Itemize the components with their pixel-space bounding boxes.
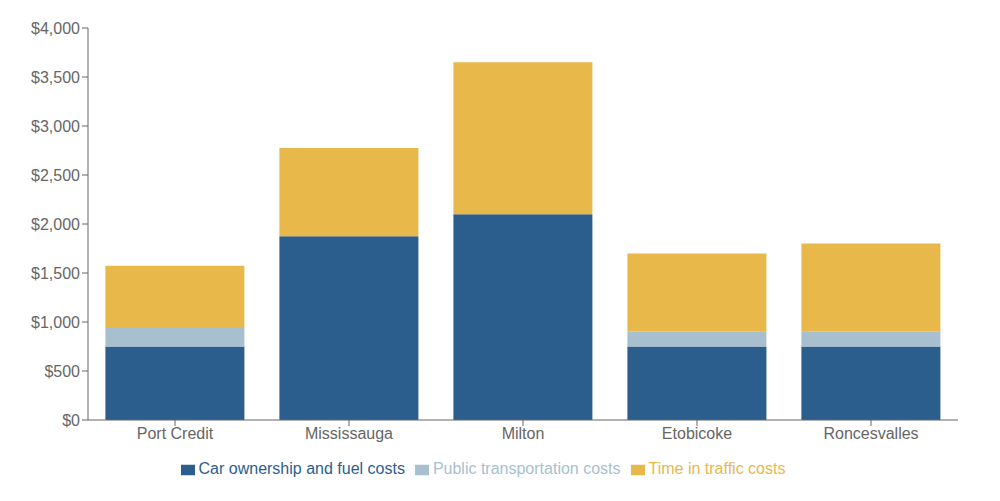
html-text:Time in traffic costs: Time in traffic costs xyxy=(648,460,786,477)
svg-text:$3,000: $3,000 xyxy=(31,118,80,135)
svg-text:$1,000: $1,000 xyxy=(31,314,80,331)
svg-text:$4,000: $4,000 xyxy=(31,20,80,37)
svg-text:Mississauga: Mississauga xyxy=(305,425,393,442)
svg-text:$2,000: $2,000 xyxy=(31,216,80,233)
svg-text:$3,500: $3,500 xyxy=(31,69,80,86)
svg-text:Milton: Milton xyxy=(502,425,545,442)
svg-text:Port Credit: Port Credit xyxy=(137,425,214,442)
svg-text:$2,500: $2,500 xyxy=(31,167,80,184)
html-text:Public transportation costs: Public transportation costs xyxy=(432,460,621,477)
svg-text:$500: $500 xyxy=(44,363,80,380)
svg-text:$1,500: $1,500 xyxy=(31,265,80,282)
svg-text:$0: $0 xyxy=(62,412,80,429)
svg-text:Etobicoke: Etobicoke xyxy=(662,425,732,442)
svg-text:Roncesvalles: Roncesvalles xyxy=(823,425,918,442)
html-text:Car ownership and fuel costs: Car ownership and fuel costs xyxy=(198,460,405,477)
